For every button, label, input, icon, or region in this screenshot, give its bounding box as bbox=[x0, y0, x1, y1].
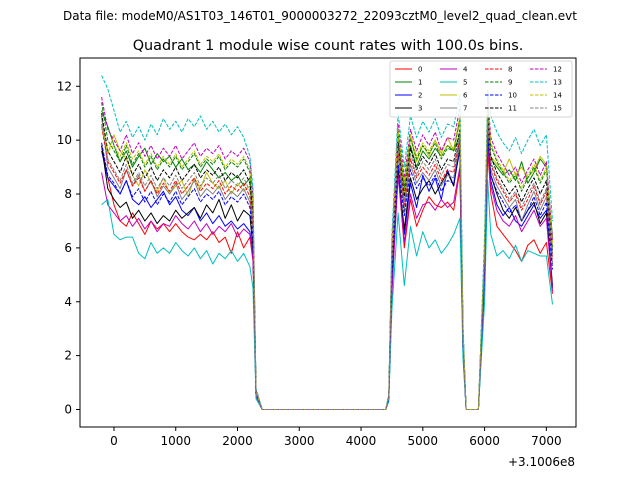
legend-label-9: 9 bbox=[508, 79, 512, 87]
legend-label-5: 5 bbox=[463, 79, 467, 87]
x-tick-label: 5000 bbox=[408, 434, 439, 448]
legend-label-8: 8 bbox=[508, 66, 512, 74]
series-line-15 bbox=[101, 118, 553, 410]
legend-label-10: 10 bbox=[508, 92, 517, 100]
x-tick-label: 2000 bbox=[222, 434, 253, 448]
x-tick-label: 1000 bbox=[160, 434, 191, 448]
legend-box bbox=[389, 60, 573, 118]
legend-label-11: 11 bbox=[508, 105, 517, 113]
plot-frame bbox=[79, 57, 577, 428]
y-tick-label: 10 bbox=[57, 133, 72, 147]
legend-label-3: 3 bbox=[418, 105, 422, 113]
legend-label-6: 6 bbox=[463, 92, 468, 100]
x-tick-label: 3000 bbox=[284, 434, 315, 448]
legend-label-0: 0 bbox=[418, 66, 422, 74]
y-tick-label: 6 bbox=[64, 241, 72, 255]
x-offset-label: +3.1006e8 bbox=[508, 455, 575, 469]
legend-label-12: 12 bbox=[553, 66, 562, 74]
x-tick-label: 6000 bbox=[469, 434, 500, 448]
y-tick-label: 4 bbox=[64, 295, 72, 309]
y-tick-label: 0 bbox=[64, 402, 72, 416]
chart-title: Quadrant 1 module wise count rates with … bbox=[133, 38, 524, 54]
legend-label-7: 7 bbox=[463, 105, 467, 113]
x-tick-label: 4000 bbox=[346, 434, 377, 448]
legend-label-4: 4 bbox=[463, 66, 468, 74]
x-tick-label: 0 bbox=[110, 434, 118, 448]
x-tick-label: 7000 bbox=[531, 434, 562, 448]
legend-label-1: 1 bbox=[418, 79, 422, 87]
y-tick-label: 2 bbox=[64, 349, 72, 363]
y-tick-label: 8 bbox=[64, 187, 72, 201]
figure-suptitle: Data file: modeM0/AS1T03_146T01_90000032… bbox=[63, 9, 577, 23]
legend-label-2: 2 bbox=[418, 92, 422, 100]
series-layer bbox=[101, 75, 553, 410]
y-tick-label: 12 bbox=[57, 79, 72, 93]
legend-label-15: 15 bbox=[553, 105, 562, 113]
legend-label-14: 14 bbox=[553, 92, 562, 100]
legend-label-13: 13 bbox=[553, 79, 562, 87]
